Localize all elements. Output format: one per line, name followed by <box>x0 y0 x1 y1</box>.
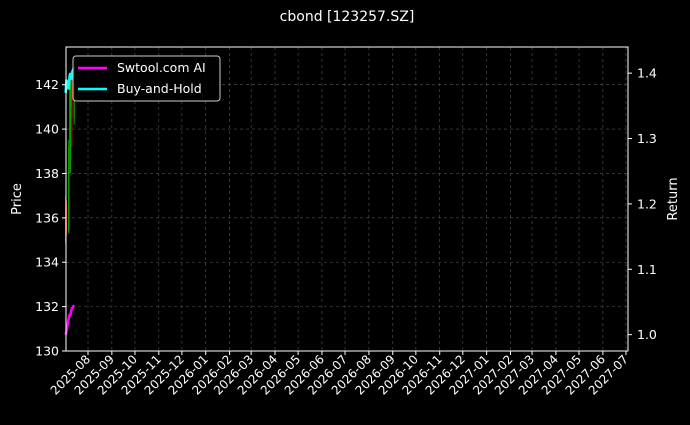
legend-label-ai: Swtool.com AI <box>117 60 206 75</box>
right-axis: 1.0 1.1 1.2 1.3 1.4 <box>628 66 657 342</box>
legend-label-bh: Buy-and-Hold <box>117 81 202 96</box>
left-tick-label: 134 <box>35 255 59 270</box>
candle-body <box>68 146 70 232</box>
plot-frame <box>65 46 629 352</box>
grid <box>66 47 628 352</box>
right-axis-label: Return <box>666 177 681 220</box>
series-line-ai <box>64 304 76 335</box>
candle-body <box>70 78 72 96</box>
left-tick-label: 140 <box>35 122 59 137</box>
x-axis: 2025-082025-092025-102025-112025-122026-… <box>48 351 631 398</box>
left-axis: 130 132 134 136 138 140 142 <box>35 77 66 359</box>
candle-body <box>69 95 71 170</box>
chart-title: cbond [123257.SZ] <box>280 9 415 25</box>
candle-body <box>68 146 71 170</box>
right-tick-label: 1.4 <box>637 66 657 81</box>
left-tick-label: 136 <box>35 210 59 225</box>
right-tick-label: 1.1 <box>637 262 657 277</box>
legend-box <box>72 55 221 102</box>
right-tick-label: 1.3 <box>637 131 657 146</box>
series-line-buy-and-hold <box>64 66 76 93</box>
left-tick-label: 138 <box>35 166 59 181</box>
left-tick-label: 130 <box>35 344 59 359</box>
left-tick-label: 132 <box>35 299 59 314</box>
plot-marks <box>64 66 76 335</box>
candle-body <box>73 84 75 119</box>
right-tick-label: 1.2 <box>637 196 657 211</box>
left-tick-label: 142 <box>35 77 59 92</box>
right-tick-label: 1.0 <box>637 327 657 342</box>
candle-body <box>71 78 73 119</box>
left-axis-label: Price <box>10 183 25 215</box>
legend: Swtool.com AI Buy-and-Hold <box>72 55 221 102</box>
